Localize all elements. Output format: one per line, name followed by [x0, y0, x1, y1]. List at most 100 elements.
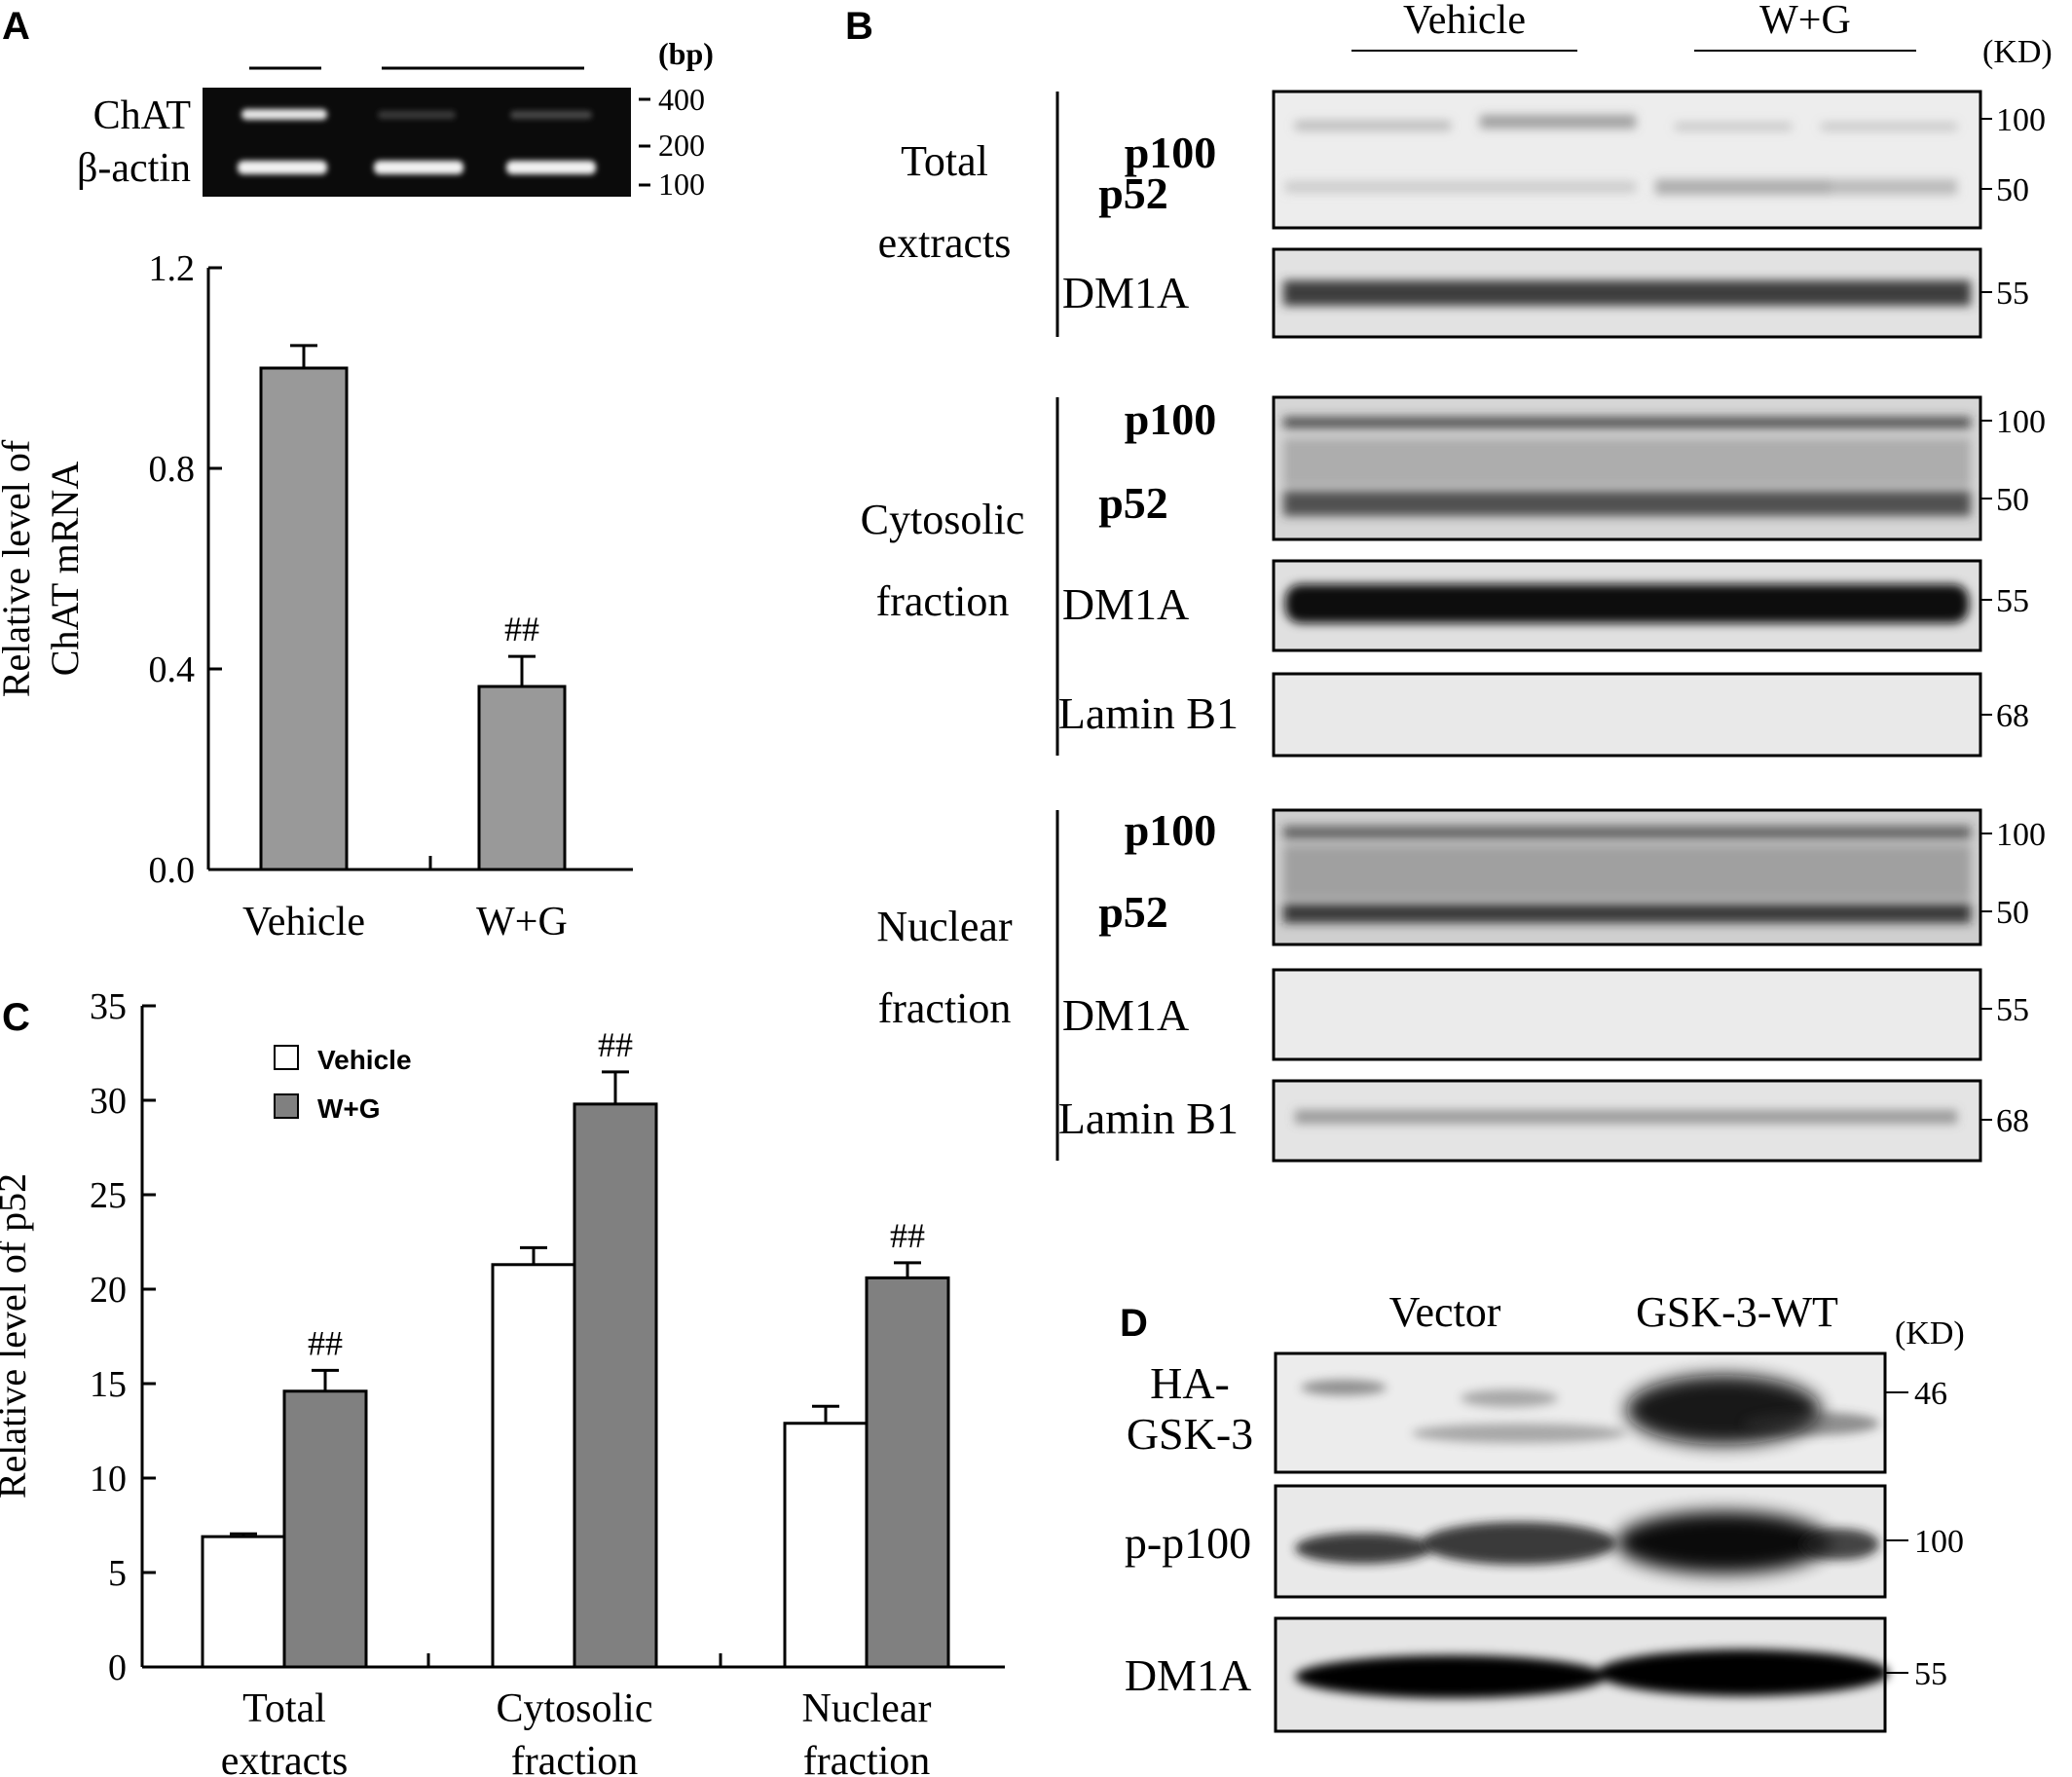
gel-band-chat-wg1 — [378, 111, 456, 119]
blot-label-p52: p52 — [1098, 168, 1168, 218]
condition-label-wg: W+G — [1759, 0, 1851, 43]
gel-label-actin: β-actin — [77, 146, 191, 191]
kd-label: 55 — [1996, 583, 2029, 619]
blot-total-p100-p52 — [1272, 90, 1982, 230]
blot-b: Vehicle W+G (KD) Total extracts Cytosoli… — [861, 0, 2053, 1163]
chart-a-y-tick-label: 0.4 — [149, 649, 196, 690]
chart-c-ylabel: Relative level of p52 — [0, 1173, 34, 1499]
chart-c-bar — [282, 1389, 368, 1669]
chart-c-legend: Vehicle W+G — [274, 1045, 412, 1124]
chart-c-x-tick-label: Cytosolic — [496, 1686, 652, 1731]
chart-c-x-tick-label: Nuclear — [802, 1686, 932, 1731]
chart-c-y-tick-label: 35 — [90, 986, 127, 1027]
chart-c-bar — [491, 1263, 576, 1669]
chart-c-bar — [783, 1422, 869, 1669]
chart-c-significance: ## — [308, 1323, 343, 1362]
chart-c-bar — [201, 1535, 286, 1669]
blot-label-p100: p100 — [1125, 805, 1217, 855]
section-name-total-1: Total — [901, 137, 988, 185]
chart-a-ylabel-line1: Relative level of — [0, 439, 38, 697]
blot-label-dm1a: DM1A — [1062, 579, 1189, 629]
blot-label-ha: HA- — [1150, 1358, 1230, 1408]
kd-label: 100 — [1996, 817, 2046, 853]
panel-label-d: D — [1120, 1302, 1148, 1345]
kd-label: 55 — [1996, 276, 2029, 312]
chart-c-bar — [865, 1276, 950, 1669]
chart-c-y-tick-label: 30 — [90, 1081, 127, 1122]
legend-label-vehicle: Vehicle — [317, 1045, 412, 1075]
kd-label: 55 — [1914, 1656, 1947, 1692]
chart-c-x-tick-label: extracts — [221, 1739, 349, 1777]
blot-label-dm1a: DM1A — [1062, 990, 1189, 1040]
chart-c-bar — [573, 1102, 658, 1669]
chart-c-significance: ## — [890, 1216, 925, 1255]
blot-label-p52: p52 — [1098, 478, 1168, 528]
chart-c-y-tick-label: 20 — [90, 1270, 127, 1311]
blot-d-dm1a-bands — [1295, 1649, 1889, 1698]
blot-label-p-p100: p-p100 — [1125, 1518, 1251, 1568]
panel-label-c: C — [2, 996, 30, 1039]
chart-a-bar — [259, 366, 349, 871]
blot-label-laminb1: Lamin B1 — [1058, 688, 1239, 738]
gel-band-chat-vehicle — [241, 109, 327, 120]
chart-a-bar — [477, 685, 567, 871]
legend-label-wg: W+G — [317, 1093, 381, 1124]
chart-c-y-tick-label: 0 — [108, 1647, 127, 1688]
gel-marker-200: 200 — [658, 128, 705, 163]
kd-label: 100 — [1996, 404, 2046, 440]
gel-marker-100: 100 — [658, 167, 705, 202]
kd-label: 100 — [1996, 102, 2046, 138]
chart-c-x-tick-label: fraction — [511, 1739, 639, 1777]
blot-nuc-p100-p52-bands — [1283, 826, 1971, 923]
chart-c-x-tick-label: Total — [242, 1686, 326, 1731]
chart-c: Relative level of p52 Vehicle W+G 0 5 10 15… — [0, 986, 1005, 1777]
chart-c-y-tick-label: 5 — [108, 1553, 127, 1594]
gel-image — [203, 88, 631, 197]
section-name-nuclear-1: Nuclear — [876, 903, 1013, 950]
condition-label-vehicle: Vehicle — [1403, 0, 1526, 43]
condition-label-vector: Vector — [1389, 1288, 1501, 1336]
panel-label-b: B — [845, 5, 873, 48]
condition-label-gsk3wt: GSK-3-WT — [1636, 1288, 1838, 1336]
blot-b-unit: (KD) — [1982, 34, 2053, 70]
kd-label: 55 — [1996, 992, 2029, 1028]
blot-d-unit: (KD) — [1895, 1315, 1965, 1351]
kd-label: 50 — [1996, 895, 2029, 931]
chart-a: Relative level of ChAT mRNA 0.0 0.4 0.8 1.2… — [0, 248, 633, 944]
legend-swatch-vehicle — [274, 1045, 299, 1070]
blot-ha-gsk3-bands — [1301, 1375, 1879, 1445]
chart-a-x-tick-label: Vehicle — [242, 900, 365, 944]
gel-marker-400: 400 — [658, 82, 705, 117]
chart-a-x-tick-label: W+G — [476, 900, 568, 944]
legend-swatch-wg — [274, 1093, 299, 1119]
gel-band-actin-wg1 — [374, 161, 463, 174]
blot-cyto-laminb1 — [1272, 672, 1982, 758]
blot-label-p52: p52 — [1098, 887, 1168, 937]
blot-label-dm1a: DM1A — [1125, 1650, 1251, 1700]
chart-a-significance: ## — [504, 610, 539, 648]
section-name-total-2: extracts — [878, 219, 1012, 267]
blot-nuc-dm1a — [1272, 968, 1982, 1061]
chart-a-y-tick-label: 0.8 — [149, 449, 196, 490]
blot-nuc-laminb1-bands — [1295, 1110, 1957, 1124]
blot-label-dm1a: DM1A — [1062, 268, 1189, 317]
blot-total-dm1a-bands — [1283, 280, 1971, 306]
gel-band-chat-wg2 — [510, 111, 592, 119]
section-name-nuclear-2: fraction — [878, 984, 1012, 1032]
chart-c-significance: ## — [598, 1025, 633, 1064]
kd-label: 46 — [1914, 1376, 1947, 1412]
blot-label-gsk3: GSK-3 — [1127, 1409, 1253, 1459]
gel-band-actin-vehicle — [238, 161, 327, 174]
kd-label: 50 — [1996, 482, 2029, 518]
blot-p-p100-bands — [1295, 1511, 1879, 1573]
gel-unit: (bp) — [658, 36, 714, 71]
chart-c-x-tick-label: fraction — [803, 1739, 931, 1777]
chart-a-ylabel-line2: ChAT mRNA — [43, 462, 87, 677]
gel-band-actin-wg2 — [506, 161, 596, 174]
gel-label-chat: ChAT — [93, 93, 191, 138]
blot-cyto-dm1a-bands — [1285, 584, 1969, 623]
blot-d: Vector GSK-3-WT (KD) HA- GSK-3 46 p-p100… — [1125, 1288, 1965, 1733]
kd-label: 68 — [1996, 1103, 2029, 1139]
